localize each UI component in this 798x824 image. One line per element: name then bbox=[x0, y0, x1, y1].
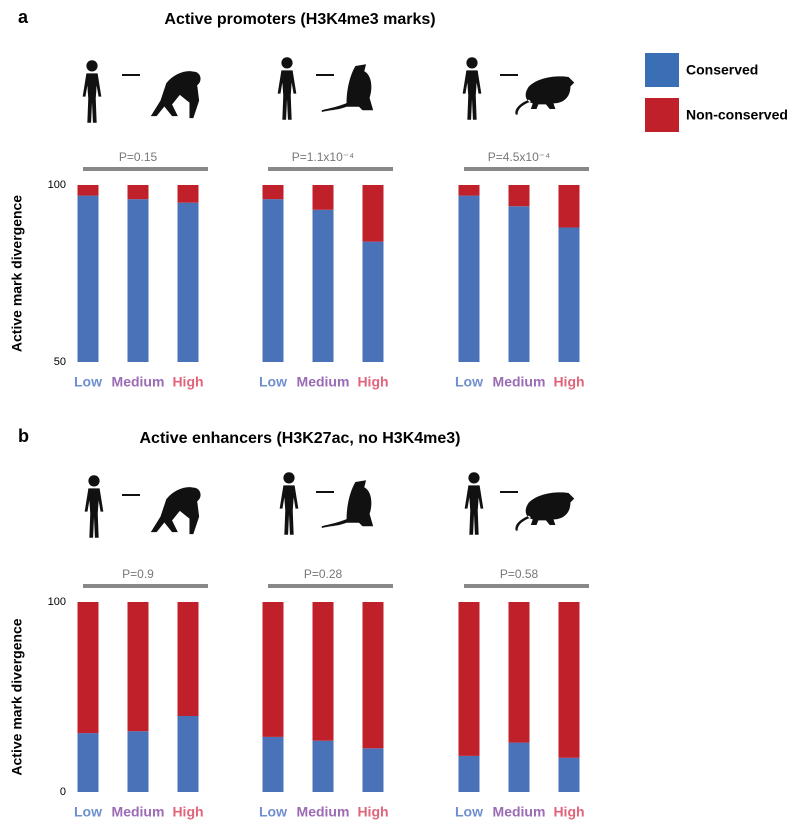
bar-segment bbox=[177, 185, 199, 203]
bar-segment bbox=[558, 602, 580, 758]
y-tick-label: 100 bbox=[48, 596, 66, 608]
panel-label: a bbox=[18, 7, 29, 27]
bar-segment bbox=[362, 602, 384, 749]
bar-segment bbox=[458, 185, 480, 196]
panel-title: Active enhancers (H3K27ac, no H3K4me3) bbox=[139, 430, 460, 447]
y-axis-label: Active mark divergence bbox=[9, 195, 25, 352]
legend-swatch bbox=[645, 98, 679, 132]
bar-segment bbox=[127, 602, 149, 732]
bar-segment bbox=[77, 602, 99, 734]
x-tick-label: Low bbox=[259, 804, 287, 820]
bar-segment bbox=[77, 185, 99, 196]
bar-segment bbox=[508, 742, 530, 792]
bar-segment bbox=[458, 195, 480, 362]
x-tick-label: Medium bbox=[493, 374, 546, 390]
bar-segment bbox=[558, 757, 580, 792]
x-tick-label: Low bbox=[455, 804, 483, 820]
bar-segment bbox=[508, 185, 530, 207]
x-tick-label: Low bbox=[74, 374, 102, 390]
panel-label: b bbox=[18, 426, 29, 446]
species-icons bbox=[82, 57, 575, 538]
x-tick-label: Medium bbox=[297, 804, 350, 820]
bar-segment bbox=[458, 602, 480, 756]
bar-segment bbox=[558, 185, 580, 228]
bar-segment bbox=[177, 602, 199, 716]
x-tick-label: Low bbox=[259, 374, 287, 390]
bar-segment bbox=[362, 185, 384, 242]
y-axis-label: Active mark divergence bbox=[9, 618, 25, 775]
y-tick-label: 50 bbox=[54, 356, 66, 368]
bar-segment bbox=[127, 731, 149, 792]
bar-segment bbox=[362, 748, 384, 792]
legend-swatch bbox=[645, 53, 679, 87]
bar-segment bbox=[262, 199, 284, 362]
x-tick-label: Medium bbox=[112, 374, 165, 390]
bar-segment bbox=[362, 241, 384, 362]
bar-segment bbox=[312, 209, 334, 362]
y-tick-label: 0 bbox=[60, 786, 66, 798]
x-tick-label: High bbox=[553, 804, 584, 820]
p-value: P=0.9 bbox=[122, 567, 154, 581]
p-value: P=0.58 bbox=[500, 567, 539, 581]
bar-segment bbox=[312, 602, 334, 741]
x-tick-label: High bbox=[172, 804, 203, 820]
bar-segment bbox=[77, 733, 99, 792]
bar-segment bbox=[508, 602, 530, 743]
x-tick-label: Medium bbox=[493, 804, 546, 820]
legend-label: Conserved bbox=[686, 62, 758, 78]
x-tick-label: Low bbox=[455, 374, 483, 390]
x-tick-label: Low bbox=[74, 804, 102, 820]
bar-segment bbox=[262, 185, 284, 200]
bar-segment bbox=[312, 185, 334, 210]
p-value: P=4.5x10⁻⁴ bbox=[488, 150, 551, 164]
bar-segment bbox=[262, 736, 284, 792]
x-tick-label: Medium bbox=[297, 374, 350, 390]
x-tick-label: High bbox=[357, 374, 388, 390]
bar-segment bbox=[177, 202, 199, 362]
legend-label: Non-conserved bbox=[686, 107, 788, 123]
bar-segment bbox=[312, 740, 334, 792]
bar-segment bbox=[558, 227, 580, 362]
bar-segment bbox=[127, 199, 149, 362]
x-tick-label: High bbox=[553, 374, 584, 390]
bar-segment bbox=[508, 206, 530, 362]
bar-segment bbox=[77, 195, 99, 362]
x-tick-label: High bbox=[172, 374, 203, 390]
p-value: P=0.15 bbox=[119, 150, 158, 164]
y-tick-label: 100 bbox=[48, 179, 66, 191]
bar-segment bbox=[177, 716, 199, 792]
p-value: P=1.1x10⁻⁴ bbox=[292, 150, 355, 164]
bar-segment bbox=[262, 602, 284, 737]
x-tick-label: Medium bbox=[112, 804, 165, 820]
p-value: P=0.28 bbox=[304, 567, 343, 581]
x-tick-label: High bbox=[357, 804, 388, 820]
bar-segment bbox=[127, 185, 149, 200]
bar-segment bbox=[458, 755, 480, 792]
panel-title: Active promoters (H3K4me3 marks) bbox=[164, 11, 435, 28]
